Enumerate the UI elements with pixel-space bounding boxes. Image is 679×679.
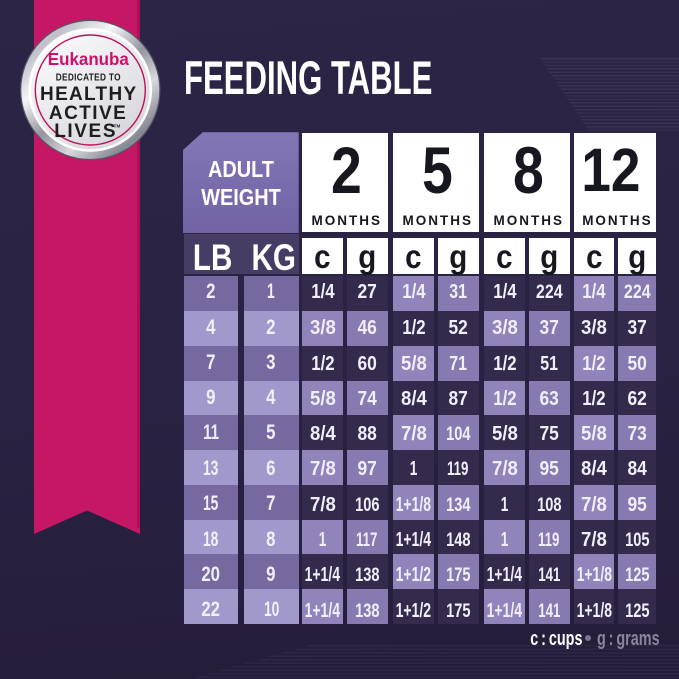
svg-text:DEDICATED TO: DEDICATED TO bbox=[56, 72, 121, 84]
svg-text:TM: TM bbox=[114, 124, 121, 129]
svg-text:Eukanuba: Eukanuba bbox=[48, 49, 129, 69]
svg-text:LIVES: LIVES bbox=[54, 121, 117, 142]
svg-text:ACTIVE: ACTIVE bbox=[49, 103, 127, 124]
svg-text:HEALTHY: HEALTHY bbox=[40, 84, 137, 105]
